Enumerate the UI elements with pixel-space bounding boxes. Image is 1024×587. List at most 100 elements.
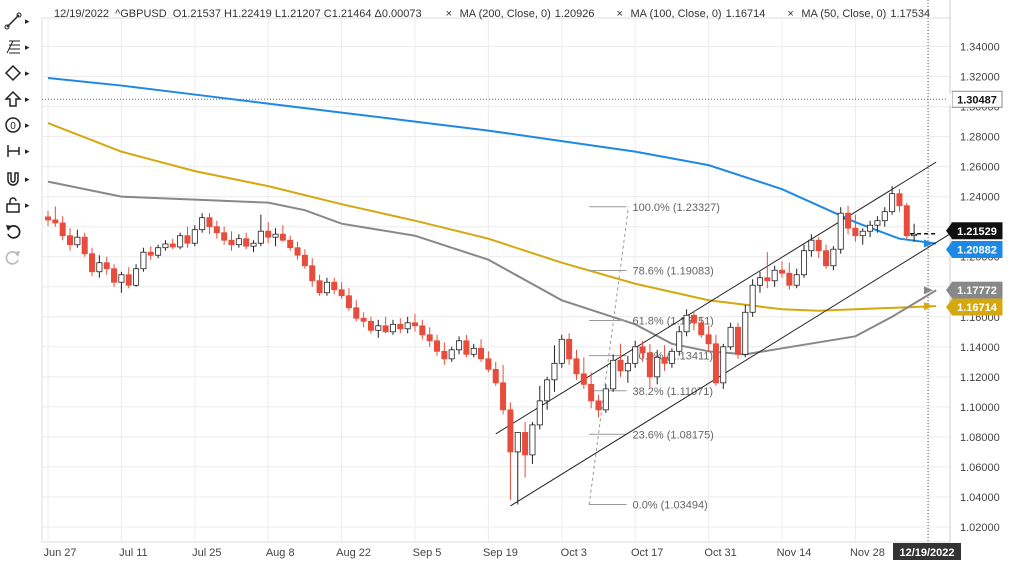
candle[interactable] [52,219,59,224]
remove-ma100-icon[interactable]: × [617,8,623,20]
candle[interactable] [463,340,470,355]
candle[interactable] [492,368,499,384]
candle[interactable] [779,269,786,274]
candle[interactable] [287,239,294,249]
candle[interactable] [720,346,727,384]
candle[interactable] [426,334,433,342]
candle[interactable] [155,247,162,256]
remove-ma50-icon[interactable]: × [787,8,793,20]
candle[interactable] [382,325,389,333]
candle[interactable] [147,251,154,256]
candle[interactable] [345,295,352,309]
candle[interactable] [74,236,81,246]
candle[interactable] [250,242,257,247]
candle[interactable] [507,409,514,453]
candle[interactable] [485,358,492,370]
candle[interactable] [859,230,866,237]
candle[interactable] [243,238,250,247]
candle[interactable] [668,350,675,364]
candle[interactable] [639,346,646,354]
candle[interactable] [705,334,712,345]
channel-upper-line[interactable] [495,161,937,435]
candle[interactable] [889,193,896,213]
toolbar-magnet-button[interactable]: ▸ [4,168,36,190]
candle[interactable] [793,274,800,286]
candle[interactable] [67,235,74,246]
candle[interactable] [756,277,763,286]
candle[interactable] [301,254,308,267]
toolbar-zero-button[interactable]: 0 ▸ [4,114,36,136]
candle[interactable] [874,220,881,226]
candle[interactable] [632,346,639,364]
candle[interactable] [411,322,418,327]
toolbar-trendline-button[interactable]: ▸ [4,10,36,32]
candle[interactable] [140,251,147,270]
candle[interactable] [125,274,132,286]
candle[interactable] [404,322,411,330]
candle[interactable] [184,235,191,244]
candle[interactable] [235,238,242,246]
candle[interactable] [801,250,808,276]
candle[interactable] [118,274,125,283]
candle[interactable] [228,239,235,246]
toolbar-lock-button[interactable]: ▸ [4,194,36,216]
candle[interactable] [397,323,404,330]
candle[interactable] [360,317,367,322]
candle[interactable] [206,217,213,228]
candle[interactable] [81,236,88,255]
candle[interactable] [808,239,815,252]
candle[interactable] [742,311,749,355]
toolbar-measure-button[interactable]: ▸ [4,140,36,162]
candle[interactable] [529,424,536,456]
candle[interactable] [162,243,169,249]
toolbar-fibonacci-button[interactable]: ▸ [4,36,36,58]
candle[interactable] [522,431,529,456]
toolbar-shapes-button[interactable]: ▸ [4,62,36,84]
candle[interactable] [573,358,580,375]
candle[interactable] [661,356,668,364]
candle[interactable] [566,338,573,360]
candle[interactable] [749,284,756,313]
candle[interactable] [213,226,220,234]
candle[interactable] [551,362,558,381]
candle[interactable] [823,250,830,267]
candle[interactable] [786,272,793,286]
candle[interactable] [111,268,118,283]
candle[interactable] [845,212,852,229]
candle[interactable] [456,340,463,351]
candle[interactable] [771,269,778,282]
candle[interactable] [646,352,653,378]
candle[interactable] [727,326,734,348]
candle[interactable] [624,362,631,372]
candle[interactable] [558,338,565,364]
candle[interactable] [470,347,477,355]
candle[interactable] [45,216,52,221]
candle[interactable] [830,248,837,267]
candle[interactable] [867,224,874,232]
toolbar-arrow-up-button[interactable]: ▸ [4,88,36,110]
toolbar-undo-button[interactable] [4,220,36,242]
candle[interactable] [698,322,705,336]
candle[interactable] [367,320,374,331]
candle[interactable] [764,277,771,282]
candle[interactable] [896,193,903,207]
candle[interactable] [837,212,844,250]
candle[interactable] [375,325,382,331]
candle[interactable] [683,314,690,333]
candle[interactable] [133,268,140,286]
candle[interactable] [712,343,719,384]
candle[interactable] [610,359,617,390]
candle[interactable] [169,243,176,248]
candle[interactable] [294,247,301,256]
candle[interactable] [734,326,741,355]
candle[interactable] [448,349,455,360]
candle[interactable] [595,400,602,411]
candle[interactable] [815,239,822,252]
candle[interactable] [544,379,551,402]
candle[interactable] [903,205,910,237]
candle[interactable] [580,373,587,385]
candle[interactable] [103,262,110,270]
candle[interactable] [617,359,624,372]
candle[interactable] [96,262,103,273]
candle[interactable] [690,314,697,324]
